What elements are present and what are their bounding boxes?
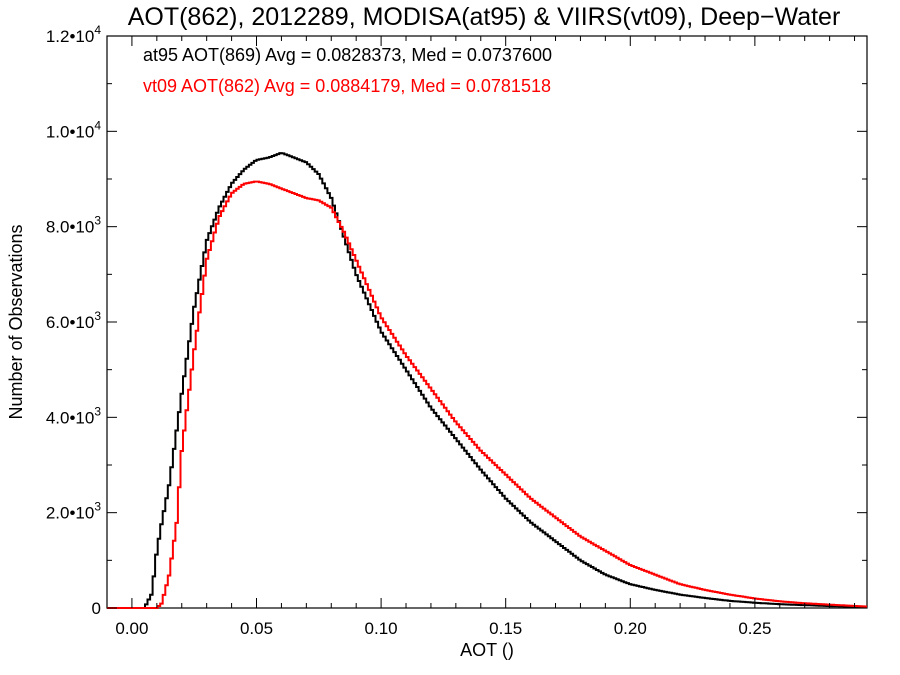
y-tick-label: 6.0•103 bbox=[46, 309, 102, 332]
y-tick-label: 8.0•103 bbox=[46, 214, 102, 237]
chart-title: AOT(862), 2012289, MODISA(at95) & VIIRS(… bbox=[128, 3, 841, 31]
x-tick-label: 0.15 bbox=[489, 619, 522, 638]
x-axis-label: AOT () bbox=[460, 640, 514, 660]
x-tick-label: 0.20 bbox=[614, 619, 647, 638]
y-axis: 0 2.0•103 4.0•103 6.0•103 8.0•103 1.0•104 1.2•… bbox=[46, 23, 867, 618]
y-tick-label: 0 bbox=[92, 599, 101, 618]
x-tick-label: 0.00 bbox=[115, 619, 148, 638]
y-axis-label: Number of Observations bbox=[6, 224, 26, 419]
y-tick-label: 1.0•104 bbox=[46, 118, 102, 141]
legend-entry-red: vt09 AOT(862) Avg = 0.0884179, Med = 0.0… bbox=[143, 76, 551, 96]
x-tick-label: 0.25 bbox=[738, 619, 771, 638]
x-tick-label: 0.05 bbox=[240, 619, 273, 638]
y-tick-label: 4.0•103 bbox=[46, 404, 102, 427]
plot-frame bbox=[106, 35, 868, 609]
x-axis: 0.00 0.05 0.10 0.15 0.20 0.25 bbox=[115, 36, 856, 638]
plot-border bbox=[106, 35, 868, 609]
series-line-1 bbox=[107, 180, 867, 609]
series-layer bbox=[107, 152, 867, 609]
legend-entry-black: at95 AOT(869) Avg = 0.0828373, Med = 0.0… bbox=[143, 45, 552, 65]
series-line-0 bbox=[107, 152, 867, 609]
y-tick-label: 2.0•103 bbox=[46, 500, 102, 523]
y-tick-label: 1.2•104 bbox=[46, 23, 102, 46]
x-tick-label: 0.10 bbox=[365, 619, 398, 638]
